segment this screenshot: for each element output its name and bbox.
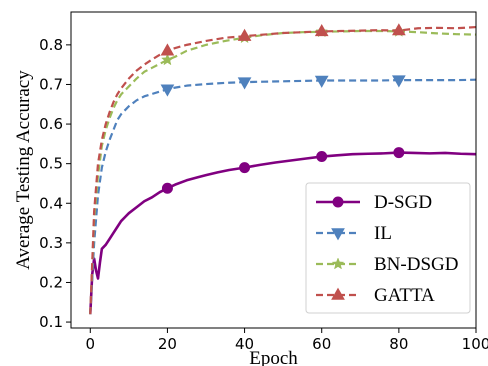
x-tick-label: 20 — [158, 335, 177, 353]
x-tick-label: 80 — [389, 335, 408, 353]
series-line-d-sgd — [88, 151, 477, 315]
y-tick-label: 0.5 — [39, 155, 63, 173]
plot-frame — [70, 11, 477, 329]
y-tick-label: 0.2 — [39, 273, 63, 291]
series-gatta — [89, 23, 477, 315]
legend-marker-d-sgd — [332, 196, 344, 208]
axes-layer: 0 20 40 60 80 100 0.1 0.2 0.3 0.4 0.5 0.6 0.7 0.8 — [39, 11, 488, 353]
y-tick-label: 0.1 — [39, 313, 63, 331]
series-marker-d-sgd — [239, 162, 251, 174]
legend-label-gatta: GATTA — [374, 285, 435, 306]
series-marker-il — [314, 75, 329, 88]
y-tick-label: 0.8 — [39, 36, 63, 54]
y-tick-label: 0.6 — [39, 115, 63, 133]
series-il — [89, 75, 477, 315]
y-tick-label: 0.7 — [39, 75, 63, 93]
y-axis-title: Average Testing Accuracy — [13, 70, 34, 270]
legend-frame — [305, 182, 471, 314]
plot-layer — [88, 23, 477, 315]
series-marker-il — [391, 75, 406, 88]
series-marker-il — [237, 77, 252, 90]
series-marker-gatta — [237, 28, 252, 41]
series-d-sgd — [88, 147, 477, 315]
series-marker-il — [160, 84, 175, 97]
x-tick-label: 100 — [462, 335, 488, 353]
series-marker-gatta — [391, 23, 406, 36]
legend-marker-il — [331, 228, 345, 241]
x-axis-title: Epoch — [249, 348, 298, 366]
series-marker-gatta — [160, 43, 175, 56]
series-marker-gatta — [314, 23, 329, 37]
series-line-gatta — [89, 25, 477, 315]
legend-label-d-sgd: D-SGD — [374, 192, 432, 213]
x-tick-label: 0 — [86, 335, 96, 353]
legend-label-il: IL — [374, 223, 392, 244]
legend: D-SGD IL BN-DSGD GATTA — [305, 182, 471, 314]
y-tick-label: 0.4 — [39, 194, 63, 212]
legend-label-bn-dsgd: BN-DSGD — [374, 254, 458, 275]
series-line-il — [89, 78, 477, 315]
x-tick-label: 40 — [235, 335, 254, 353]
series-marker-d-sgd — [393, 147, 405, 159]
series-marker-d-sgd — [316, 151, 328, 163]
legend-marker-bn-dsgd — [331, 257, 345, 270]
series-marker-d-sgd — [161, 182, 173, 194]
x-tick-label: 60 — [312, 335, 331, 353]
series-marker-bn-dsgd — [161, 53, 174, 66]
legend-marker-gatta — [331, 287, 345, 300]
y-tick-label: 0.3 — [39, 234, 63, 252]
